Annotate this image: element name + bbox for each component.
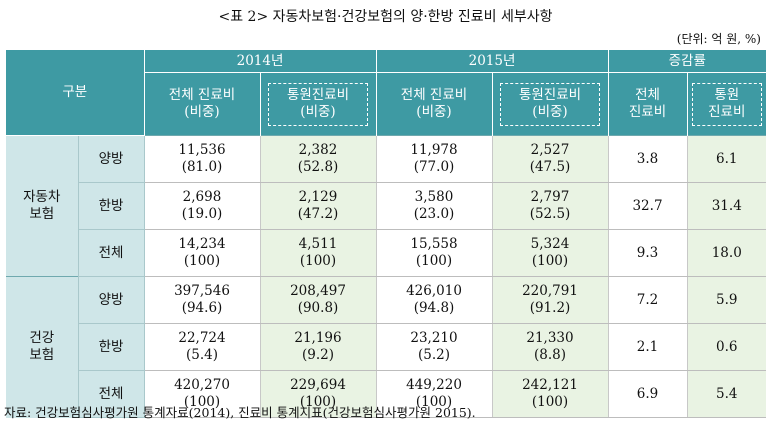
cell-change-outpatient: 0.6: [686, 323, 767, 371]
cell-outpatient-2015: 242,121 (100): [491, 370, 609, 418]
cell-change-total: 32.7: [608, 182, 688, 230]
row-label: 전체: [78, 229, 145, 277]
cell-outpatient-2015: 21,330 (8.8): [491, 323, 609, 371]
source-note: 자료: 건강보험심사평가원 통계자료(2014), 진료비 통계지표(건강보험심…: [4, 405, 476, 420]
cell-total-2015: 3,580 (23.0): [376, 182, 493, 230]
row-label: 한방: [78, 323, 145, 371]
cell-total-2014: 14,234 (100): [144, 229, 261, 277]
header-change-total: 전체 진료비: [607, 72, 687, 136]
header-outpatient-cost-2015: 통원진료비 (비중): [491, 72, 608, 136]
cell-outpatient-2014: 4,511 (100): [259, 229, 377, 277]
table-row: 한방 22,724 (5.4) 21,196 (9.2) 23,210 (5.2) 2…: [6, 323, 767, 371]
header-total-cost-2014: 전체 진료비 (비중): [143, 72, 260, 136]
header-outpatient-cost-2014: 통원진료비 (비중): [259, 72, 376, 136]
row-label: 한방: [78, 182, 145, 230]
cell-outpatient-2015: 5,324 (100): [491, 229, 609, 277]
cell-total-2015: 449,220 (100): [376, 370, 493, 418]
cell-outpatient-2014: 2,129 (47.2): [259, 182, 377, 230]
cell-outpatient-2015: 220,791 (91.2): [491, 276, 609, 324]
header-change-rate: 증감률: [607, 50, 767, 73]
cell-total-2015: 23,210 (5.2): [376, 323, 493, 371]
cell-outpatient-2014: 21,196 (9.2): [259, 323, 377, 371]
cell-outpatient-2014: 2,382 (52.8): [259, 135, 377, 183]
cell-total-2014: 2,698 (19.0): [144, 182, 261, 230]
cell-total-2015: 15,558 (100): [376, 229, 493, 277]
table-row: 전체 420,270 (100) 229,694 (100) 449,220 (100…: [6, 370, 767, 418]
cell-change-outpatient: 6.1: [686, 135, 767, 183]
header-change-outpatient: 통원 진료비: [686, 72, 767, 136]
row-label: 양방: [78, 276, 145, 324]
cell-total-2015: 11,978 (77.0): [376, 135, 493, 183]
cell-change-outpatient: 18.0: [686, 229, 767, 277]
cell-change-total: 3.8: [608, 135, 688, 183]
group-label-health-insurance: 건강 보험: [6, 276, 79, 418]
group-label-auto-insurance: 자동차 보험: [6, 135, 79, 277]
cell-change-total: 9.3: [608, 229, 688, 277]
header-total-cost-2015: 전체 진료비 (비중): [375, 72, 492, 136]
cell-change-total: 7.2: [608, 276, 688, 324]
cell-outpatient-2015: 2,527 (47.5): [491, 135, 609, 183]
table-row: 전체 14,234 (100) 4,511 (100) 15,558 (100) 5,…: [6, 229, 767, 277]
cost-table: 구분 2014년 2015년 증감률 전체 진료비 (비중) 통원진료비 (비중) …: [6, 50, 767, 418]
unit-note: (단위: 억 원, %): [676, 32, 761, 46]
table-title: <표 2> 자동차보험·건강보험의 양·한방 진료비 세부사항: [218, 9, 553, 25]
table-row: 건강 보험 양방 397,546 (94.6) 208,497 (90.8) 426,…: [6, 276, 767, 418]
header-year-2014: 2014년: [143, 50, 376, 73]
cell-change-total: 2.1: [608, 323, 688, 371]
cell-change-total: 6.9: [608, 370, 688, 418]
cell-change-outpatient: 5.9: [686, 276, 767, 324]
cell-outpatient-2015: 2,797 (52.5): [491, 182, 609, 230]
table-row: 자동차 보험 양방 11,536 (81.0) 2,382 (52.8) 11,978…: [6, 135, 767, 277]
row-label: 전체: [78, 370, 145, 418]
cell-total-2014: 11,536 (81.0): [144, 135, 261, 183]
cell-total-2015: 426,010 (94.8): [376, 276, 493, 324]
row-label: 양방: [78, 135, 145, 183]
header-category: 구분: [6, 50, 144, 136]
cell-outpatient-2014: 229,694 (100): [259, 370, 377, 418]
cell-total-2014: 397,546 (94.6): [144, 276, 261, 324]
header-year-2015: 2015년: [375, 50, 608, 73]
cell-change-outpatient: 31.4: [686, 182, 767, 230]
cell-total-2014: 420,270 (100): [144, 370, 261, 418]
table-row: 한방 2,698 (19.0) 2,129 (47.2) 3,580 (23.0) 2…: [6, 182, 767, 230]
cell-change-outpatient: 5.4: [686, 370, 767, 418]
cell-outpatient-2014: 208,497 (90.8): [259, 276, 377, 324]
cell-total-2014: 22,724 (5.4): [144, 323, 261, 371]
